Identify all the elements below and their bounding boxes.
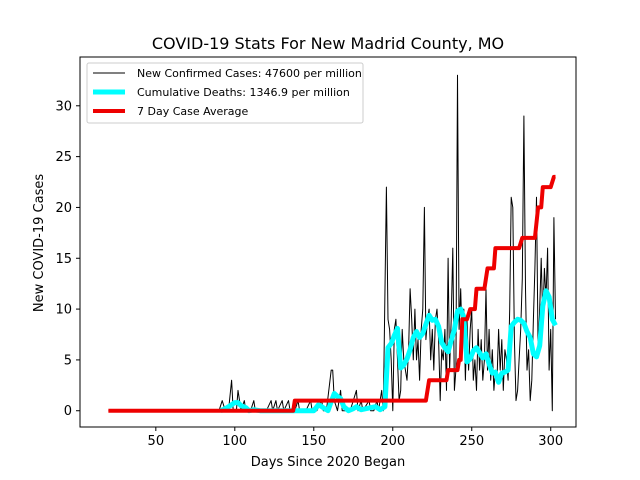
series-layer bbox=[108, 74, 558, 414]
series-average-line bbox=[108, 174, 556, 413]
y-tick-label: 0 bbox=[64, 404, 72, 419]
y-tick-label: 15 bbox=[55, 252, 72, 267]
plot-area bbox=[79, 56, 577, 428]
legend-box bbox=[86, 62, 364, 124]
legend-label-average: 7 Day Case Average bbox=[137, 105, 249, 118]
y-tick-label: 10 bbox=[55, 303, 72, 318]
y-axis-ticks: 0 5 10 15 20 25 30 bbox=[55, 99, 80, 419]
legend-label-cases: New Confirmed Cases: 47600 per million bbox=[137, 67, 362, 80]
y-axis-label: New COVID-19 Cases bbox=[32, 174, 47, 312]
x-tick-label: 100 bbox=[222, 434, 247, 449]
y-tick-label: 30 bbox=[55, 99, 72, 114]
x-tick-label: 50 bbox=[148, 434, 165, 449]
x-axis-ticks: 50 100 150 200 250 300 bbox=[148, 427, 563, 449]
x-tick-label: 200 bbox=[380, 434, 405, 449]
x-tick-label: 250 bbox=[459, 434, 484, 449]
y-tick-label: 25 bbox=[55, 150, 72, 165]
legend: New Confirmed Cases: 47600 per million C… bbox=[86, 62, 364, 124]
plot-frame bbox=[79, 56, 577, 428]
y-tick-label: 5 bbox=[64, 353, 72, 368]
y-tick-label: 20 bbox=[55, 201, 72, 216]
x-axis-label: Days Since 2020 Began bbox=[251, 455, 406, 470]
legend-label-deaths: Cumulative Deaths: 1346.9 per million bbox=[137, 86, 350, 99]
series-deaths-line bbox=[219, 288, 558, 414]
x-tick-label: 150 bbox=[301, 434, 326, 449]
x-tick-label: 300 bbox=[538, 434, 563, 449]
chart-title: COVID-19 Stats For New Madrid County, MO bbox=[152, 34, 504, 53]
